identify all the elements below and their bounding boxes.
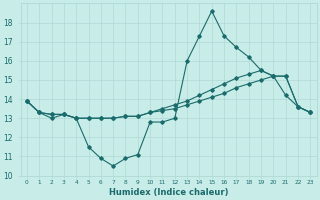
X-axis label: Humidex (Indice chaleur): Humidex (Indice chaleur) xyxy=(109,188,228,197)
